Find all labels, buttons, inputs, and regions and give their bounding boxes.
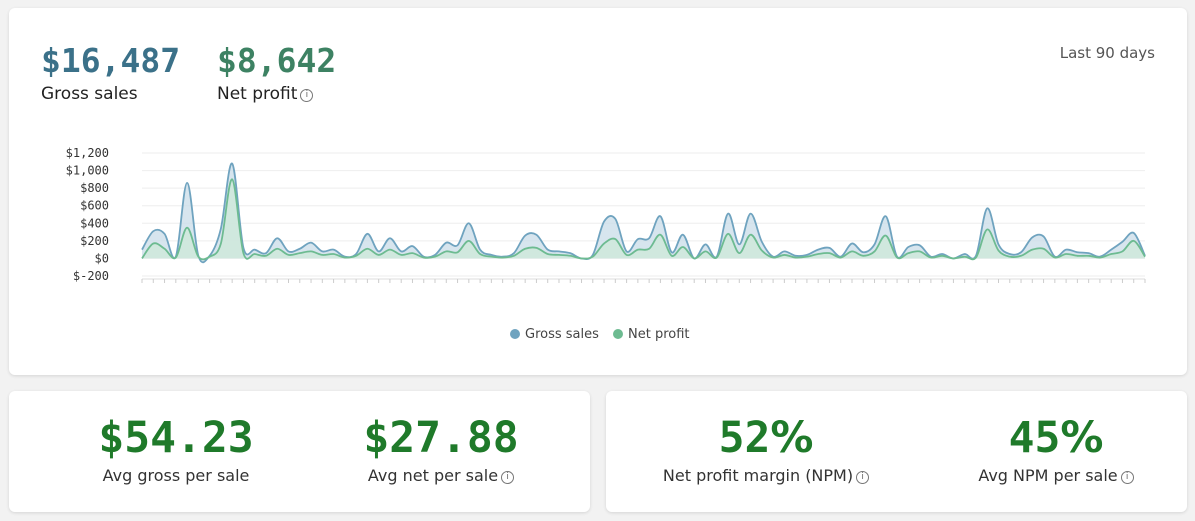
y-tick-label: $400 [80, 216, 109, 230]
avg-npm-value-wrap: 45% [911, 417, 1195, 460]
chart-grid [142, 152, 1145, 277]
legend-label: Gross sales [525, 327, 599, 342]
legend-marker [510, 329, 520, 339]
avg-gross-stat: $54.23 Avg gross per sale [31, 391, 321, 512]
legend-gross-sales[interactable]: Gross sales [510, 327, 599, 342]
avg-npm-label: Avg NPM per sale [978, 466, 1118, 485]
gross-sales-line[interactable] [141, 162, 1146, 264]
chart-series [141, 162, 1146, 264]
period-label[interactable]: Last 90 days [1059, 44, 1155, 62]
info-icon[interactable]: i [1120, 471, 1134, 484]
avg-npm-value: 45 [1008, 413, 1061, 463]
avg-net-label-wrap: Avg net per sale i [296, 468, 586, 484]
y-tick-label: $1,200 [66, 146, 109, 160]
net-profit-line[interactable] [141, 178, 1146, 261]
y-tick-label: $800 [80, 181, 109, 195]
sales-chart-card: $16,487 Gross sales $8,642 Net profit i L… [9, 8, 1187, 375]
chart-legend[interactable]: Gross sales Net profit [510, 327, 690, 342]
y-tick-label: $1,000 [66, 164, 109, 178]
y-tick-label: $0 [95, 251, 109, 265]
avg-npm-percent-sign: % [1060, 413, 1104, 463]
avg-net-value: $27.88 [363, 413, 519, 463]
x-axis-ticks [141, 278, 1146, 283]
avg-net-label: Avg net per sale [367, 466, 499, 485]
net-profit-label-wrap: Net profit i [217, 84, 314, 104]
legend-marker [613, 329, 623, 339]
npm-label: Net profit margin (NPM) [662, 466, 854, 485]
y-tick-label: $-200 [73, 269, 109, 283]
y-tick-label: $200 [80, 234, 109, 248]
profit-margin-card: 52% Net profit margin (NPM) i 45% Avg NPM… [606, 391, 1187, 512]
legend-label: Net profit [628, 327, 690, 342]
sales-area-chart: $-200 $0 $200 $400 $600 $800 $1,000 $1,200 Gros… [66, 146, 1146, 342]
npm-label-wrap: Net profit margin (NPM) i [621, 468, 911, 484]
npm-value-wrap: 52% [621, 417, 911, 460]
npm-value: 52 [718, 413, 771, 463]
average-per-sale-card: $54.23 Avg gross per sale $27.88 Avg net… [9, 391, 590, 512]
net-profit-label: Net profit [217, 84, 298, 104]
y-tick-label: $600 [80, 199, 109, 213]
gross-sales-value: $16,487 [41, 41, 181, 80]
avg-gross-label: Avg gross per sale [102, 466, 250, 485]
npm-percent-sign: % [770, 413, 814, 463]
y-axis-ticks: $-200 $0 $200 $400 $600 $800 $1,000 $1,200 [66, 146, 109, 283]
info-icon[interactable]: i [856, 471, 870, 484]
net-profit-value: $8,642 [217, 41, 337, 80]
avg-npm-stat: 45% Avg NPM per sale i [911, 391, 1195, 512]
avg-npm-label-wrap: Avg NPM per sale i [911, 468, 1195, 484]
legend-net-profit[interactable]: Net profit [613, 327, 690, 342]
gross-sales-label: Gross sales [41, 84, 138, 104]
avg-gross-value: $54.23 [98, 413, 254, 463]
avg-net-stat: $27.88 Avg net per sale i [296, 391, 586, 512]
info-icon[interactable]: i [501, 471, 515, 484]
npm-stat: 52% Net profit margin (NPM) i [621, 391, 911, 512]
info-icon[interactable]: i [300, 89, 314, 102]
